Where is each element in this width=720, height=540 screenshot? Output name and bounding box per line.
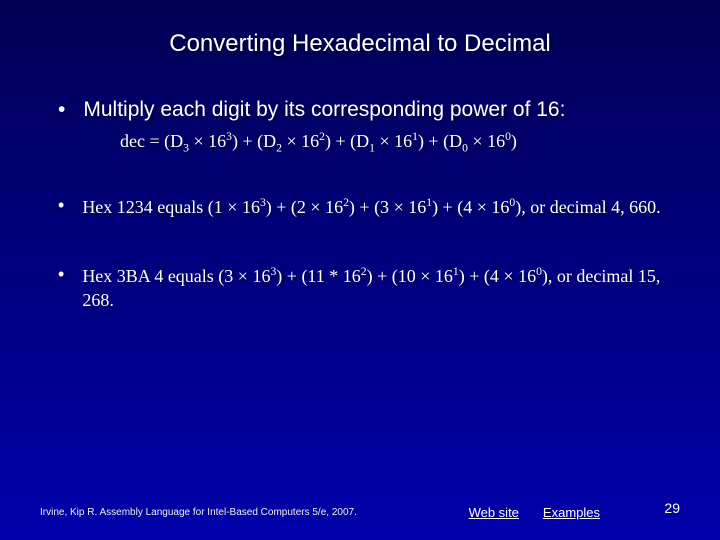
- slide-content: • Multiply each digit by its correspondi…: [40, 98, 680, 312]
- base: 16: [435, 266, 453, 286]
- example-2-text: Hex 3BA 4 equals (3 × 163) + (11 * 162) …: [82, 264, 680, 313]
- example-bullet-1: • Hex 1234 equals (1 × 163) + (2 × 162) …: [50, 195, 680, 219]
- page-number: 29: [664, 500, 680, 516]
- base: 16: [252, 266, 270, 286]
- text-part: ) + (11 * 16: [276, 266, 360, 286]
- text-part: ) + (4: [459, 266, 504, 286]
- times-symbol: ×: [227, 197, 237, 217]
- base: 16: [394, 131, 412, 151]
- base: 16: [518, 266, 536, 286]
- text-part: ) + (4: [432, 197, 477, 217]
- website-link[interactable]: Web site: [469, 505, 519, 520]
- slide: Converting Hexadecimal to Decimal • Mult…: [0, 0, 720, 540]
- text-part: ) + (3: [349, 197, 394, 217]
- formula-part: dec = (D: [120, 131, 183, 151]
- bullet-dot: •: [58, 195, 64, 219]
- sub: 1: [369, 142, 375, 155]
- times-symbol: ×: [477, 197, 487, 217]
- times-symbol: ×: [420, 266, 430, 286]
- sub: 2: [276, 142, 282, 155]
- example-bullet-2: • Hex 3BA 4 equals (3 × 163) + (11 * 162…: [50, 264, 680, 313]
- times-symbol: ×: [310, 197, 320, 217]
- base: 16: [208, 131, 226, 151]
- footer-citation: Irvine, Kip R. Assembly Language for Int…: [40, 507, 469, 518]
- base: 16: [301, 131, 319, 151]
- times-symbol: ×: [379, 131, 389, 151]
- main-bullet: • Multiply each digit by its correspondi…: [50, 98, 680, 122]
- base: 16: [408, 197, 426, 217]
- times-symbol: ×: [193, 131, 203, 151]
- examples-link[interactable]: Examples: [543, 505, 600, 520]
- bullet-dot: •: [58, 264, 64, 313]
- base: 16: [325, 197, 343, 217]
- formula-part: ) + (D: [232, 131, 276, 151]
- text-part: Hex 3BA 4 equals (3: [82, 266, 237, 286]
- base: 16: [487, 131, 505, 151]
- example-1-text: Hex 1234 equals (1 × 163) + (2 × 162) + …: [82, 195, 680, 219]
- sub: 0: [462, 142, 468, 155]
- times-symbol: ×: [238, 266, 248, 286]
- formula-part: ) + (D: [325, 131, 369, 151]
- formula: dec = (D3 × 163) + (D2 × 162) + (D1 × 16…: [120, 130, 680, 155]
- formula-part: ): [511, 131, 517, 151]
- footer: Irvine, Kip R. Assembly Language for Int…: [40, 505, 680, 520]
- main-bullet-text: Multiply each digit by its corresponding…: [83, 98, 565, 122]
- text-part: ), or decimal 4, 660.: [515, 197, 660, 217]
- times-symbol: ×: [394, 197, 404, 217]
- text-part: ) + (10: [367, 266, 421, 286]
- times-symbol: ×: [286, 131, 296, 151]
- text-part: Hex 1234 equals (1: [82, 197, 227, 217]
- base: 16: [491, 197, 509, 217]
- times-symbol: ×: [472, 131, 482, 151]
- footer-links: Web site Examples: [469, 505, 600, 520]
- formula-part: ) + (D: [418, 131, 462, 151]
- base: 16: [242, 197, 260, 217]
- sub: 3: [183, 142, 189, 155]
- times-symbol: ×: [503, 266, 513, 286]
- text-part: ) + (2: [266, 197, 311, 217]
- bullet-dot: •: [58, 98, 65, 122]
- slide-title: Converting Hexadecimal to Decimal: [40, 30, 680, 58]
